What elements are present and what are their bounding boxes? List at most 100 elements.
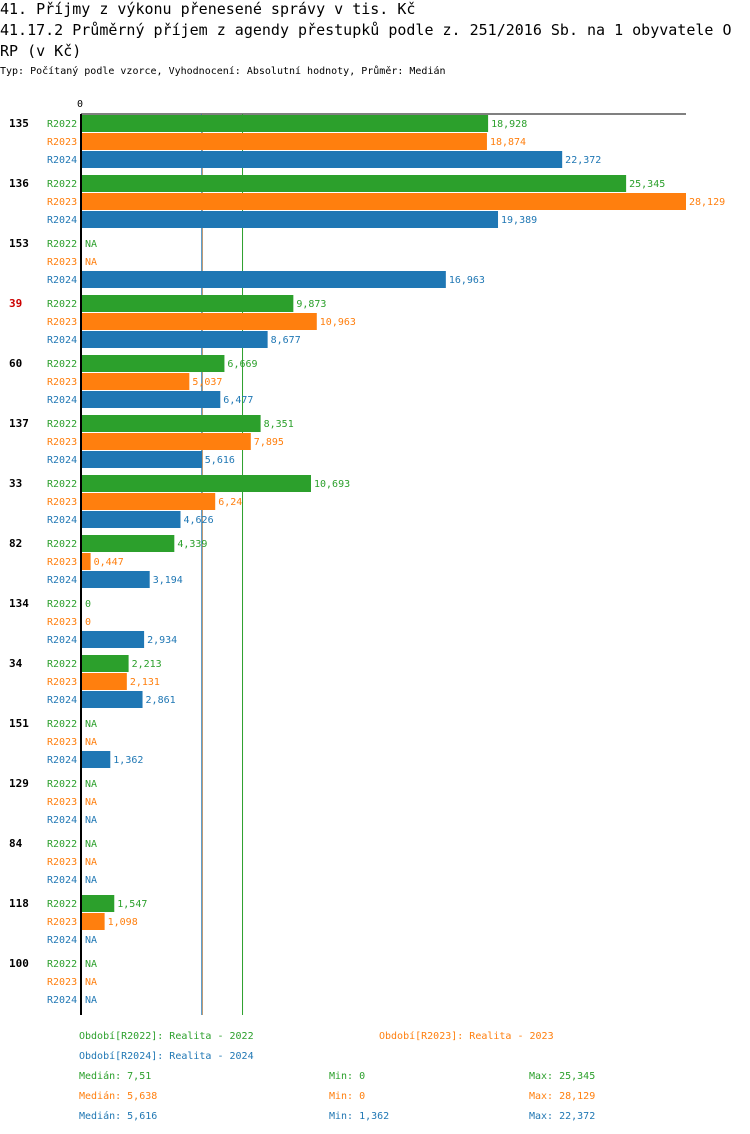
series-label: R2024 <box>47 635 77 646</box>
bar <box>81 355 225 372</box>
data-label: 1,362 <box>113 755 143 766</box>
series-label: R2024 <box>47 575 77 586</box>
stat-median-r2024: Medián: 5,616 <box>79 1111 158 1122</box>
chart-title-line-3: RP (v Kč) <box>0 42 82 60</box>
series-label: R2024 <box>47 815 77 826</box>
bar <box>81 193 686 210</box>
stat-max-r2022: Max: 25,345 <box>529 1071 596 1082</box>
series-label: R2022 <box>47 299 77 310</box>
data-label: NA <box>85 875 97 886</box>
series-label: R2022 <box>47 719 77 730</box>
axis-zero-label: 0 <box>77 99 83 110</box>
series-label: R2022 <box>47 659 77 670</box>
data-label: NA <box>85 857 97 868</box>
data-label: 0 <box>85 599 91 610</box>
series-label: R2022 <box>47 779 77 790</box>
bar <box>81 493 216 510</box>
series-label: R2022 <box>47 119 77 130</box>
bar <box>81 895 115 912</box>
data-label: 0,447 <box>94 557 124 568</box>
series-label: R2024 <box>47 335 77 346</box>
data-label: 0 <box>85 617 91 628</box>
series-label: R2022 <box>47 179 77 190</box>
series-label: R2022 <box>47 599 77 610</box>
data-label: NA <box>85 257 97 268</box>
data-label: 10,693 <box>314 479 350 490</box>
data-label: 2,934 <box>147 635 177 646</box>
series-label: R2022 <box>47 899 77 910</box>
group-label: 100 <box>9 957 29 970</box>
data-label: 7,895 <box>254 437 284 448</box>
series-label: R2023 <box>47 257 77 268</box>
chart-title-line-2: 41.17.2 Průměrný příjem z agendy přestup… <box>0 21 732 39</box>
group-label: 137 <box>9 417 29 430</box>
chart-subtitle: Typ: Počítaný podle vzorce, Vyhodnocení:… <box>0 66 446 77</box>
series-label: R2023 <box>47 317 77 328</box>
data-label: 18,928 <box>491 119 527 130</box>
stat-min-r2024: Min: 1,362 <box>329 1111 390 1122</box>
bar <box>81 391 221 408</box>
series-label: R2022 <box>47 959 77 970</box>
bar <box>81 691 143 708</box>
data-label: 2,213 <box>132 659 162 670</box>
series-label: R2023 <box>47 797 77 808</box>
group-label: 82 <box>9 537 22 550</box>
data-label: NA <box>85 779 97 790</box>
bar <box>81 631 145 648</box>
data-label: 18,874 <box>490 137 526 148</box>
stat-min-r2022: Min: 0 <box>329 1071 366 1082</box>
series-label: R2024 <box>47 395 77 406</box>
series-label: R2023 <box>47 977 77 988</box>
bar <box>81 511 181 528</box>
bar <box>81 151 563 168</box>
group-label: 136 <box>9 177 29 190</box>
bar <box>81 673 127 690</box>
data-label: NA <box>85 977 97 988</box>
bar <box>81 271 446 288</box>
stat-min-r2023: Min: 0 <box>329 1091 366 1102</box>
bar <box>81 475 311 492</box>
data-label: 28,129 <box>689 197 725 208</box>
data-label: NA <box>85 839 97 850</box>
data-label: 5,616 <box>205 455 235 466</box>
stat-max-r2024: Max: 22,372 <box>529 1111 596 1122</box>
series-label: R2024 <box>47 275 77 286</box>
chart-title-line-1: 41. Příjmy z výkonu přenesené správy v t… <box>0 0 416 18</box>
group-label: 134 <box>9 597 29 610</box>
series-label: R2023 <box>47 377 77 388</box>
group-label: 39 <box>9 297 22 310</box>
bar <box>81 295 294 312</box>
group-label: 135 <box>9 117 29 130</box>
group-label: 118 <box>9 897 29 910</box>
group-label: 129 <box>9 777 29 790</box>
bar <box>81 451 202 468</box>
data-label: 16,963 <box>449 275 485 286</box>
bar <box>81 655 129 672</box>
series-label: R2023 <box>47 497 77 508</box>
data-label: 1,098 <box>108 917 138 928</box>
series-label: R2024 <box>47 995 77 1006</box>
data-label: 19,389 <box>501 215 537 226</box>
data-label: 5,037 <box>192 377 222 388</box>
data-label: 6,669 <box>227 359 257 370</box>
data-label: 25,345 <box>629 179 665 190</box>
group-label: 34 <box>9 657 23 670</box>
bar <box>81 751 111 768</box>
bar <box>81 553 91 570</box>
bar <box>81 175 627 192</box>
data-label: 8,351 <box>264 419 294 430</box>
data-label: 1,547 <box>117 899 147 910</box>
data-label: 2,861 <box>146 695 176 706</box>
data-label: NA <box>85 797 97 808</box>
series-label: R2023 <box>47 737 77 748</box>
bar <box>81 211 499 228</box>
bar <box>81 115 489 132</box>
series-label: R2022 <box>47 539 77 550</box>
bar <box>81 535 175 552</box>
data-label: 4,626 <box>183 515 213 526</box>
legend-r2022: Období[R2022]: Realita - 2022 <box>79 1031 254 1042</box>
legend-r2024: Období[R2024]: Realita - 2024 <box>79 1051 254 1062</box>
legend-r2023: Období[R2023]: Realita - 2023 <box>379 1031 554 1042</box>
series-label: R2023 <box>47 677 77 688</box>
bar <box>81 133 487 150</box>
